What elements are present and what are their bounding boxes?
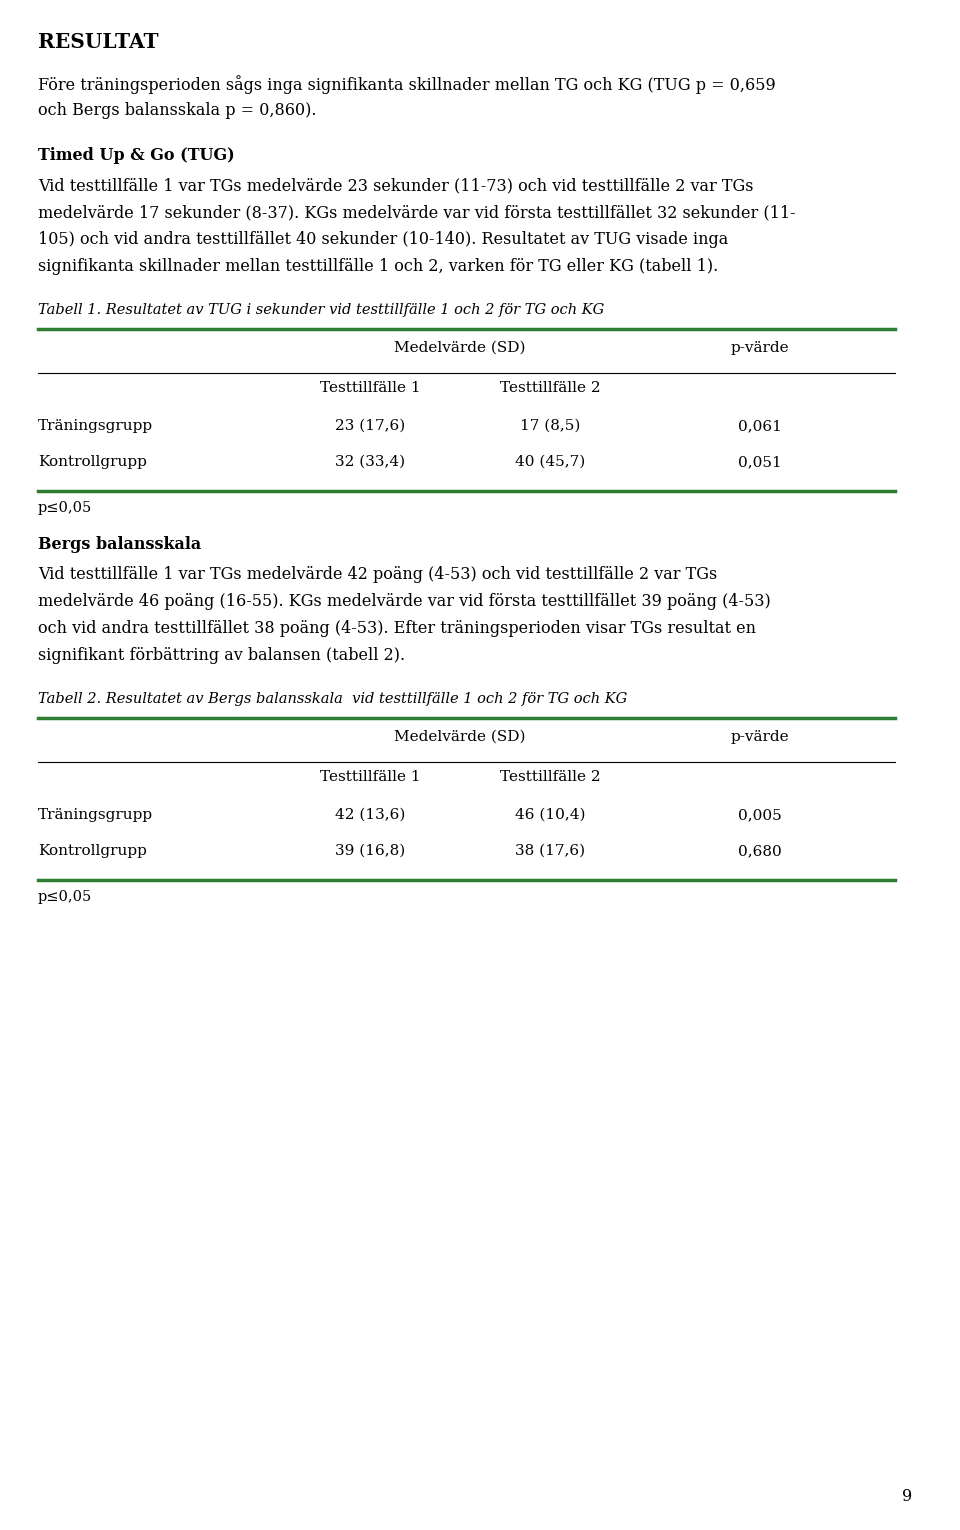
Text: Kontrollgrupp: Kontrollgrupp: [38, 454, 147, 470]
Text: Kontrollgrupp: Kontrollgrupp: [38, 845, 147, 858]
Text: 17 (8,5): 17 (8,5): [519, 419, 580, 433]
Text: RESULTAT: RESULTAT: [38, 32, 158, 52]
Text: Tabell 1. Resultatet av TUG i sekunder vid testtillfälle 1 och 2 för TG och KG: Tabell 1. Resultatet av TUG i sekunder v…: [38, 303, 604, 317]
Text: 9: 9: [901, 1489, 912, 1506]
Text: 38 (17,6): 38 (17,6): [515, 845, 585, 858]
Text: medelvärde 17 sekunder (8-37). KGs medelvärde var vid första testtillfället 32 s: medelvärde 17 sekunder (8-37). KGs medel…: [38, 203, 796, 220]
Text: 0,005: 0,005: [738, 808, 781, 822]
Text: 0,061: 0,061: [738, 419, 782, 433]
Text: och vid andra testtillfället 38 poäng (4-53). Efter träningsperioden visar TGs r: och vid andra testtillfället 38 poäng (4…: [38, 620, 756, 636]
Text: signifikanta skillnader mellan testtillfälle 1 och 2, varken för TG eller KG (ta: signifikanta skillnader mellan testtillf…: [38, 259, 718, 275]
Text: Vid testtillfälle 1 var TGs medelvärde 23 sekunder (11-73) och vid testtillfälle: Vid testtillfälle 1 var TGs medelvärde 2…: [38, 177, 754, 194]
Text: Timed Up & Go (TUG): Timed Up & Go (TUG): [38, 147, 234, 164]
Text: Medelvärde (SD): Medelvärde (SD): [395, 730, 526, 744]
Text: Träningsgrupp: Träningsgrupp: [38, 808, 154, 822]
Text: Testtillfälle 1: Testtillfälle 1: [320, 770, 420, 783]
Text: Bergs balansskala: Bergs balansskala: [38, 536, 202, 552]
Text: 0,051: 0,051: [738, 454, 781, 470]
Text: 23 (17,6): 23 (17,6): [335, 419, 405, 433]
Text: 39 (16,8): 39 (16,8): [335, 845, 405, 858]
Text: p-värde: p-värde: [731, 730, 789, 744]
Text: 32 (33,4): 32 (33,4): [335, 454, 405, 470]
Text: p≤0,05: p≤0,05: [38, 890, 92, 904]
Text: 105) och vid andra testtillfället 40 sekunder (10-140). Resultatet av TUG visade: 105) och vid andra testtillfället 40 sek…: [38, 231, 729, 248]
Text: p-värde: p-värde: [731, 341, 789, 355]
Text: Vid testtillfälle 1 var TGs medelvärde 42 poäng (4-53) och vid testtillfälle 2 v: Vid testtillfälle 1 var TGs medelvärde 4…: [38, 566, 717, 583]
Text: Testtillfälle 2: Testtillfälle 2: [500, 770, 600, 783]
Text: Testtillfälle 2: Testtillfälle 2: [500, 381, 600, 395]
Text: Medelvärde (SD): Medelvärde (SD): [395, 341, 526, 355]
Text: Träningsgrupp: Träningsgrupp: [38, 419, 154, 433]
Text: och Bergs balansskala p = 0,860).: och Bergs balansskala p = 0,860).: [38, 103, 317, 119]
Text: Testtillfälle 1: Testtillfälle 1: [320, 381, 420, 395]
Text: medelvärde 46 poäng (16-55). KGs medelvärde var vid första testtillfället 39 poä: medelvärde 46 poäng (16-55). KGs medelvä…: [38, 594, 771, 610]
Text: 42 (13,6): 42 (13,6): [335, 808, 405, 822]
Text: signifikant förbättring av balansen (tabell 2).: signifikant förbättring av balansen (tab…: [38, 647, 405, 664]
Text: Före träningsperioden sågs inga signifikanta skillnader mellan TG och KG (TUG p : Före träningsperioden sågs inga signifik…: [38, 75, 776, 93]
Text: 46 (10,4): 46 (10,4): [515, 808, 586, 822]
Text: Tabell 2. Resultatet av Bergs balansskala  vid testtillfälle 1 och 2 för TG och : Tabell 2. Resultatet av Bergs balansskal…: [38, 692, 627, 705]
Text: 0,680: 0,680: [738, 845, 781, 858]
Text: 40 (45,7): 40 (45,7): [515, 454, 586, 470]
Text: p≤0,05: p≤0,05: [38, 500, 92, 516]
